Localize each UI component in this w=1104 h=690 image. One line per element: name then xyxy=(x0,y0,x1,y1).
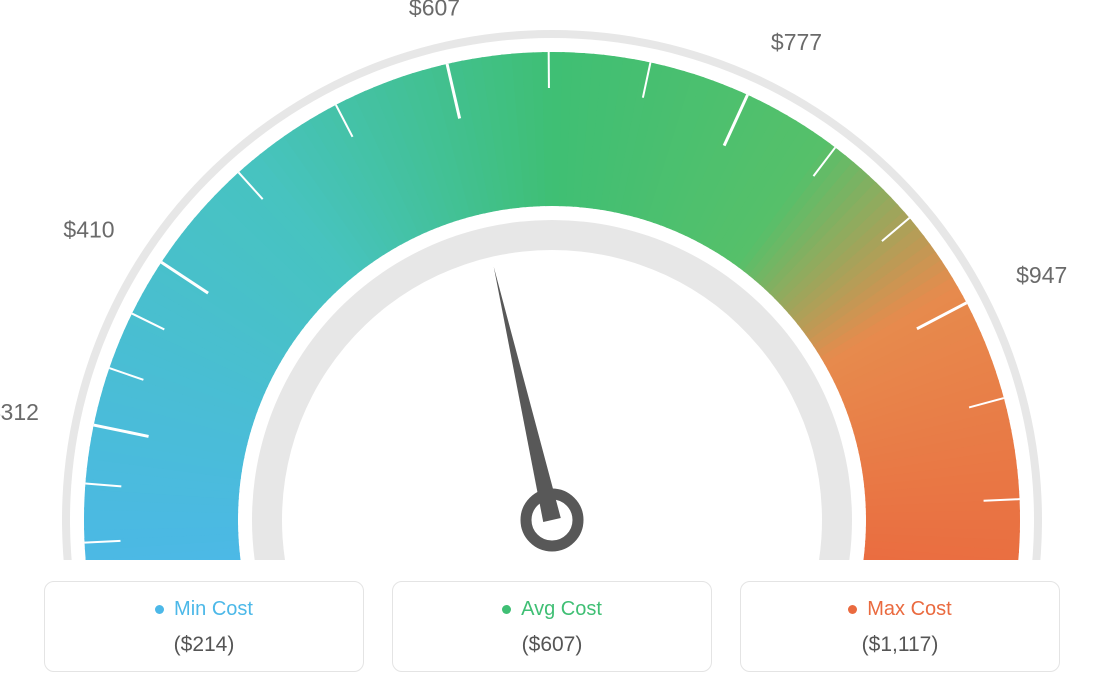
legend-card-avg: Avg Cost ($607) xyxy=(392,581,712,672)
legend-title-avg: Avg Cost xyxy=(502,598,602,621)
legend-title-min: Min Cost xyxy=(155,598,253,621)
legend-title-text: Min Cost xyxy=(174,598,253,621)
svg-text:$947: $947 xyxy=(1016,262,1067,288)
dot-icon xyxy=(155,605,164,614)
dot-icon xyxy=(848,605,857,614)
legend-card-max: Max Cost ($1,117) xyxy=(740,581,1060,672)
svg-text:$607: $607 xyxy=(409,0,460,20)
svg-text:$312: $312 xyxy=(0,399,39,425)
legend-value-avg: ($607) xyxy=(403,633,701,657)
legend-card-min: Min Cost ($214) xyxy=(44,581,364,672)
dot-icon xyxy=(502,605,511,614)
gauge-chart: $214$312$410$607$777$947$1,117 xyxy=(0,0,1104,560)
legend-row: Min Cost ($214) Avg Cost ($607) Max Cost… xyxy=(0,581,1104,672)
gauge-svg: $214$312$410$607$777$947$1,117 xyxy=(0,0,1104,560)
svg-text:$410: $410 xyxy=(63,217,114,243)
legend-title-text: Max Cost xyxy=(867,598,951,621)
legend-value-min: ($214) xyxy=(55,633,353,657)
legend-title-max: Max Cost xyxy=(848,598,951,621)
legend-value-max: ($1,117) xyxy=(751,633,1049,657)
legend-title-text: Avg Cost xyxy=(521,598,602,621)
svg-text:$777: $777 xyxy=(771,29,822,55)
